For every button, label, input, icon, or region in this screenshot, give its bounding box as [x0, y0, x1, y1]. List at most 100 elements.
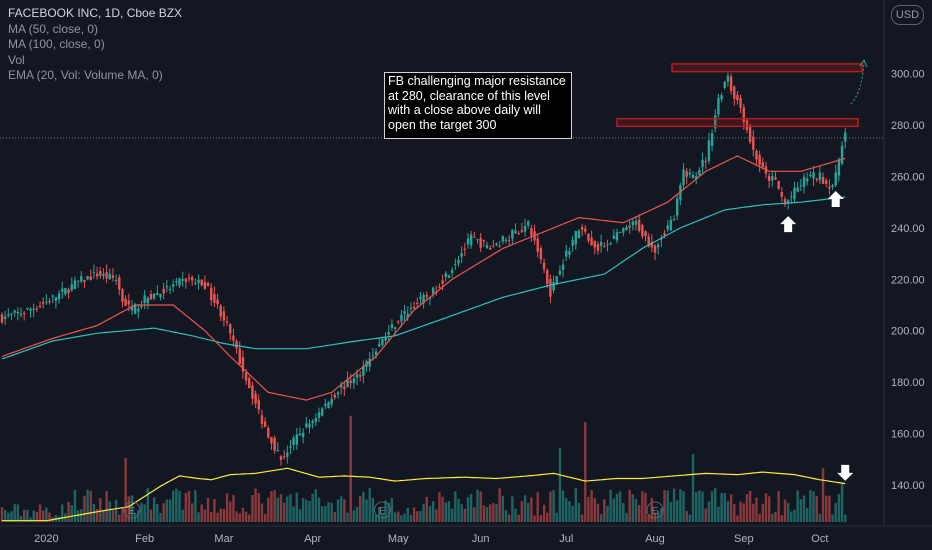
volume-bar [555, 512, 558, 522]
time-axis[interactable]: 2020 Feb Mar Apr May Jun Jul Aug Sep Oct [34, 533, 828, 545]
ma100-legend[interactable]: MA (100, close, 0) [8, 37, 105, 51]
candle-body [834, 172, 837, 186]
time-tick-label[interactable]: Mar [214, 533, 233, 545]
volume-bar [178, 490, 181, 522]
candle-body [828, 186, 831, 189]
time-tick-label[interactable]: Jun [472, 533, 490, 545]
candle-body [416, 302, 419, 304]
candle-body [622, 228, 625, 233]
time-tick-label[interactable]: Oct [811, 533, 828, 545]
volume-bar [270, 491, 273, 522]
volume-bar [561, 490, 565, 522]
candle-body [825, 180, 828, 184]
volume-bar [473, 507, 476, 522]
candle-body [384, 337, 387, 341]
time-tick-label[interactable]: Apr [304, 533, 321, 545]
volume-bar [197, 512, 200, 522]
volume-bar [368, 488, 371, 522]
candle-body [568, 251, 571, 255]
candle-body [127, 300, 130, 305]
candle-body [324, 403, 327, 407]
volume-bar [609, 489, 612, 522]
candle-body [241, 357, 245, 372]
time-tick-label[interactable]: Jul [559, 533, 573, 545]
candle-body [844, 132, 847, 142]
candle-body [831, 185, 834, 187]
price-tick-label[interactable]: 200.00 [891, 326, 925, 338]
time-tick-label[interactable]: Feb [135, 533, 154, 545]
ema-legend[interactable]: EMA (20, Vol: Volume MA, 0) [8, 68, 163, 82]
volume-bar [241, 507, 245, 522]
volume-bars [0, 415, 847, 522]
volume-legend[interactable]: Vol [8, 52, 25, 67]
volume-bar [289, 494, 292, 522]
price-tick-label[interactable]: 140.00 [891, 480, 925, 492]
time-tick-label[interactable]: May [388, 533, 409, 545]
candle-body [409, 307, 413, 309]
volume-bar [504, 510, 508, 522]
ma100-line [1, 196, 846, 360]
volume-bar [685, 511, 688, 522]
earnings-marker: E [373, 501, 391, 519]
volume-bar [739, 501, 742, 522]
candle-body [428, 297, 432, 299]
candle-body [615, 232, 619, 241]
annotation-note[interactable]: FB challenging major resistance at 280, … [384, 72, 572, 139]
time-tick-label[interactable]: 2020 [34, 533, 58, 545]
candle-body [206, 282, 210, 286]
time-tick-label[interactable]: Sep [734, 533, 754, 545]
candle-body [387, 332, 390, 335]
volume-bar [714, 488, 717, 522]
candle-body [146, 298, 150, 304]
volume-bar [774, 511, 777, 522]
candle-body [527, 221, 530, 226]
price-tick-label[interactable]: 160.00 [891, 428, 925, 440]
price-tick-label[interactable]: 260.00 [891, 171, 925, 183]
volume-bar [815, 496, 818, 522]
candle-body [840, 145, 844, 164]
price-axis[interactable]: 140.00 160.00 180.00 200.00 220.00 240.00 260.… [891, 69, 925, 492]
candle-body [311, 420, 314, 424]
volume-bar [425, 496, 428, 522]
price-tick-label[interactable]: 300.00 [891, 69, 925, 81]
volume-bar [508, 514, 511, 522]
candle-body [549, 278, 552, 297]
volume-bar [26, 509, 29, 522]
candle-body [89, 276, 92, 281]
volume-bar [634, 498, 638, 522]
candle-body [574, 231, 577, 245]
candle-body [0, 314, 4, 323]
candle-body [777, 180, 780, 189]
volume-bar [187, 491, 191, 522]
candle-body [143, 295, 146, 304]
volume-bar [840, 482, 844, 522]
volume-bar [184, 493, 188, 522]
candle-body [99, 271, 102, 276]
volume-bar [590, 490, 593, 522]
volume-bar [168, 499, 172, 522]
candle-body [251, 385, 254, 399]
ma50-legend[interactable]: MA (50, close, 0) [8, 21, 99, 36]
candle-body [108, 273, 111, 280]
volume-bar [431, 501, 435, 522]
volume-bar [596, 503, 600, 522]
candle-body [57, 293, 61, 300]
symbol-title[interactable]: FACEBOOK INC, 1D, Cboe BZX [8, 6, 183, 20]
price-tick-label[interactable]: 240.00 [891, 223, 925, 235]
projection-arrow [850, 61, 865, 105]
candle-body [330, 398, 333, 405]
price-tick-label[interactable]: 280.00 [891, 120, 925, 132]
volume-bar [479, 491, 482, 522]
currency-badge[interactable]: USD [891, 5, 924, 25]
candle-body [698, 170, 701, 176]
candle-body [70, 284, 73, 291]
price-tick-label[interactable]: 180.00 [891, 377, 925, 389]
candle-body [742, 107, 745, 123]
volume-bar [482, 505, 486, 522]
price-tick-label[interactable]: 220.00 [891, 274, 925, 286]
volume-bar [786, 502, 790, 522]
candle-body [184, 278, 188, 282]
time-tick-label[interactable]: Aug [645, 533, 665, 545]
volume-bar [593, 498, 596, 522]
volume-bar [650, 497, 654, 522]
